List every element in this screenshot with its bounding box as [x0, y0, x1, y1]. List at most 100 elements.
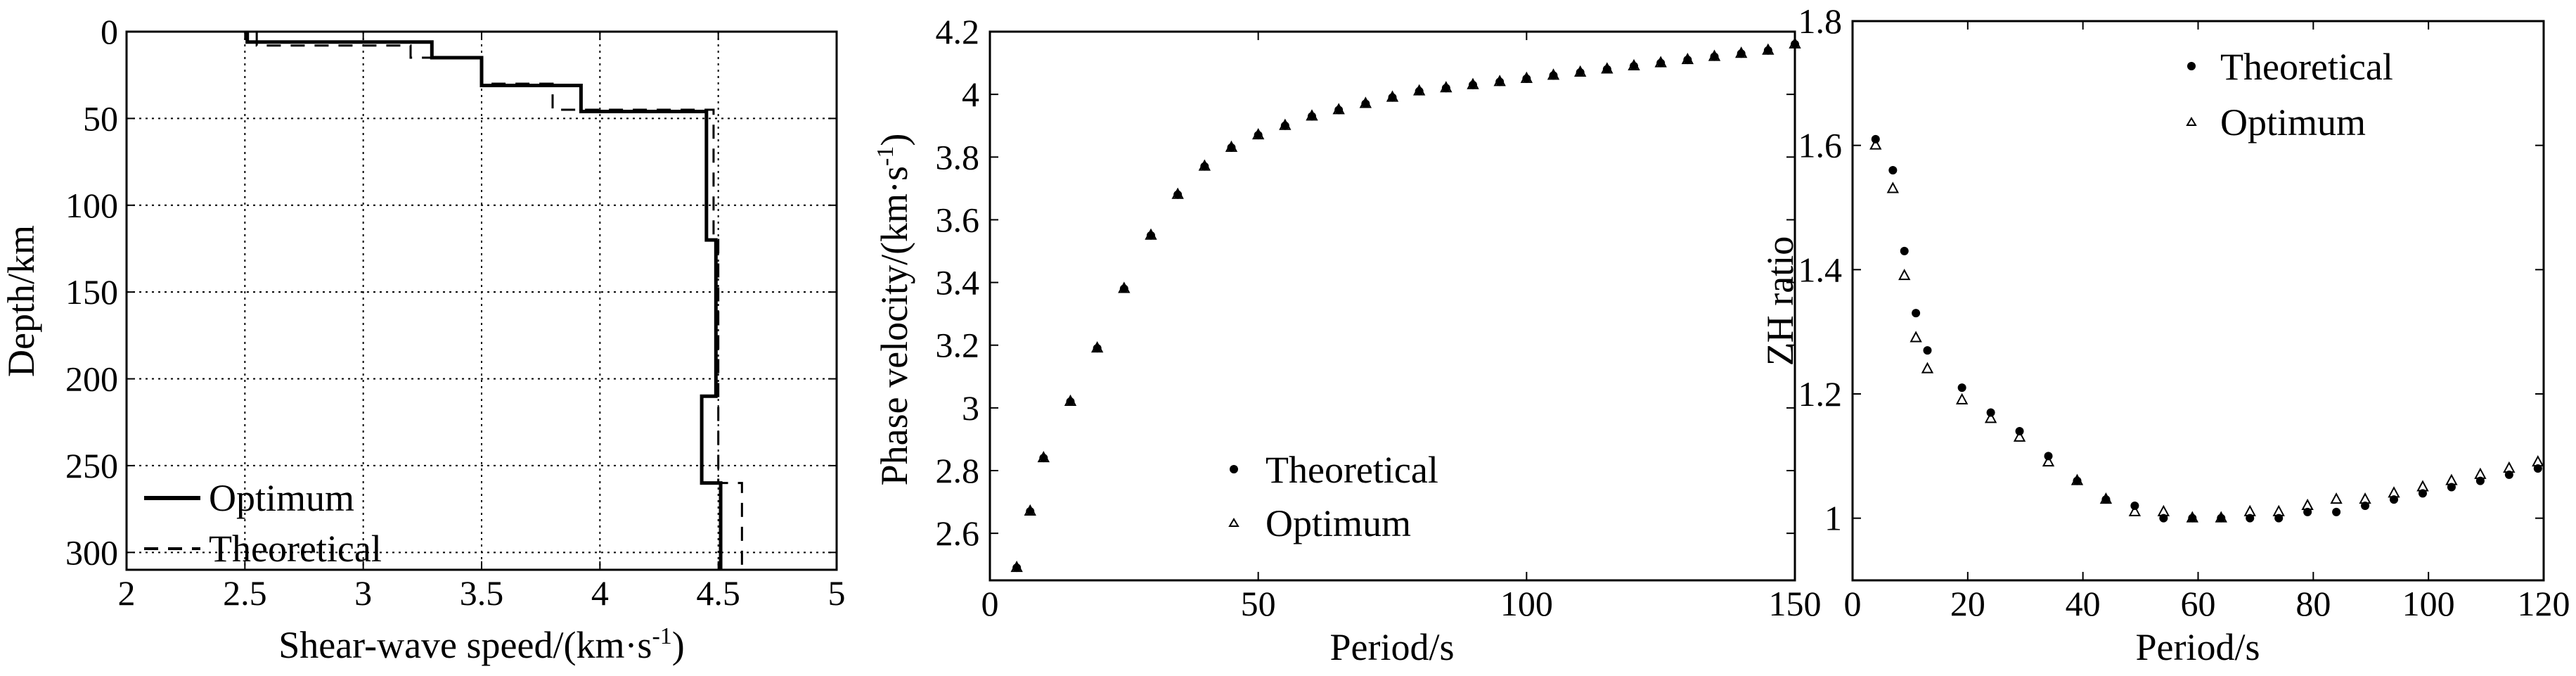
legend: Theoretical Optimum: [2186, 46, 2393, 144]
data-point-theoretical: [2332, 507, 2341, 516]
y-tick-label: 100: [65, 186, 118, 225]
data-point-optimum: [1547, 68, 1560, 80]
legend-label-theoretical: Theoretical: [2220, 46, 2393, 88]
x-tick-label: 2.5: [223, 573, 267, 613]
y-tick-label: 150: [65, 272, 118, 312]
data-point-optimum: [1225, 140, 1238, 152]
phase-velocity-panel: 0 50 100 150 2.6 2.8 3 3.2 3.4 3.6 3.8 4 4.2 Period/…: [872, 12, 1822, 668]
y-axis-label: Depth/km: [0, 225, 42, 377]
y-tick-label: 2.8: [936, 451, 980, 490]
data-point-optimum: [1910, 331, 1922, 343]
y-tick-label: 3.2: [936, 326, 980, 365]
y-tick-label: 1.6: [1798, 126, 1843, 165]
data-point-optimum: [1628, 58, 1640, 71]
y-tick-label: 4.2: [936, 12, 980, 51]
data-point-optimum: [1654, 56, 1667, 68]
data-point-optimum: [2503, 461, 2516, 473]
legend-label-theoretical: Theoretical: [1266, 449, 1438, 491]
y-axis-label: ZH ratio: [1759, 236, 1801, 366]
data-point-optimum: [2128, 504, 2142, 516]
data-point-optimum: [1118, 281, 1131, 293]
x-tick-label: 4.5: [696, 573, 740, 613]
tick-marks: [1852, 20, 2544, 580]
data-point-optimum: [1145, 228, 1157, 240]
x-tick-label: 0: [981, 584, 999, 623]
x-axis-label: Shear-wave speed/(km·s-1): [278, 623, 685, 666]
data-point-optimum: [1955, 393, 1969, 404]
data-point-optimum: [1493, 75, 1506, 87]
x-tick-label: 60: [2181, 584, 2216, 623]
data-point-optimum: [1601, 62, 1614, 74]
legend-marker-theoretical: [2187, 62, 2196, 70]
x-tick-label: 50: [1241, 584, 1276, 623]
data-point-optimum: [1024, 504, 1036, 516]
data-point-optimum: [1386, 90, 1399, 102]
data-point-optimum: [1984, 412, 1997, 423]
x-tick-label: 20: [1950, 584, 1985, 623]
x-tick-label: 0: [1844, 584, 1862, 623]
x-tick-label: 100: [1500, 584, 1553, 623]
x-tick-label: 3.5: [460, 573, 504, 613]
x-tick-label: 80: [2295, 584, 2331, 623]
data-point-optimum: [2301, 498, 2314, 510]
x-tick-label: 120: [2518, 584, 2570, 623]
data-point-optimum: [1467, 77, 1479, 89]
data-point-optimum: [1869, 138, 1882, 150]
data-point-optimum: [1734, 46, 1748, 58]
data-point-optimum: [1886, 181, 1900, 193]
x-tick-label: 5: [828, 573, 846, 613]
legend-marker-theoretical: [1230, 465, 1238, 473]
y-tick-label: 3.4: [936, 263, 980, 302]
data-point-optimum: [1440, 81, 1453, 93]
y-tick-label: 3.6: [936, 200, 980, 239]
y-tick-label: 1.8: [1798, 1, 1843, 41]
data-point-optimum: [1681, 53, 1694, 65]
tick-labels: 0 50 100 150 2.6 2.8 3 3.2 3.4 3.6 3.8 4 4.2: [936, 12, 1822, 623]
data-point-optimum: [2388, 486, 2400, 498]
data-point-optimum: [1251, 127, 1265, 140]
y-tick-label: 1.4: [1798, 250, 1843, 289]
data-point-optimum: [1010, 561, 1023, 573]
x-tick-label: 3: [354, 573, 372, 613]
tick-labels: 0 20 40 60 80 100 120 1 1.2 1.4 1.6 1.8: [1798, 1, 2570, 623]
zh-ratio-panel: 0 20 40 60 80 100 120 1 1.2 1.4 1.6 1.8 Period/s ZH…: [1759, 1, 2570, 668]
y-tick-label: 1.2: [1798, 374, 1843, 414]
plot-area: [1010, 37, 1801, 573]
y-tick-label: 1: [1824, 499, 1842, 538]
x-tick-label: 100: [2402, 584, 2455, 623]
axes-frame: [988, 30, 1796, 582]
data-point-optimum: [1359, 96, 1372, 108]
legend-marker-optimum: [2186, 117, 2197, 126]
x-axis-label: Period/s: [1329, 626, 1454, 668]
data-point-optimum: [1198, 159, 1211, 171]
data-point-optimum: [2071, 473, 2084, 485]
data-point-optimum: [1064, 394, 1077, 406]
data-point-optimum: [1171, 187, 1184, 199]
y-axis-label: Phase velocity/(km·s-1): [872, 134, 915, 486]
legend-label-theoretical: Theoretical: [209, 528, 382, 570]
y-tick-label: 2.6: [936, 514, 980, 553]
y-tick-label: 250: [65, 446, 118, 485]
data-point-optimum: [2099, 492, 2113, 504]
y-tick-label: 3.8: [936, 137, 980, 177]
grid-lines: [127, 32, 837, 570]
legend-label-optimum: Optimum: [1266, 502, 1411, 544]
series-line-optimum: [245, 32, 723, 570]
y-tick-label: 300: [65, 532, 118, 572]
data-point-optimum: [2186, 511, 2198, 523]
data-point-optimum: [2243, 504, 2256, 516]
data-point-optimum: [1090, 341, 1104, 353]
data-point-optimum: [2474, 467, 2487, 479]
data-point-optimum: [2272, 504, 2285, 516]
legend: Optimum Theoretical: [144, 477, 382, 570]
data-point-optimum: [1306, 109, 1318, 121]
data-point-optimum: [1332, 103, 1345, 115]
legend-label-optimum: Optimum: [2220, 101, 2366, 144]
data-point-optimum: [2215, 511, 2227, 523]
legend: Theoretical Optimum: [1228, 449, 1438, 544]
data-point-optimum: [1412, 84, 1426, 96]
x-tick-label: 2: [118, 573, 136, 613]
